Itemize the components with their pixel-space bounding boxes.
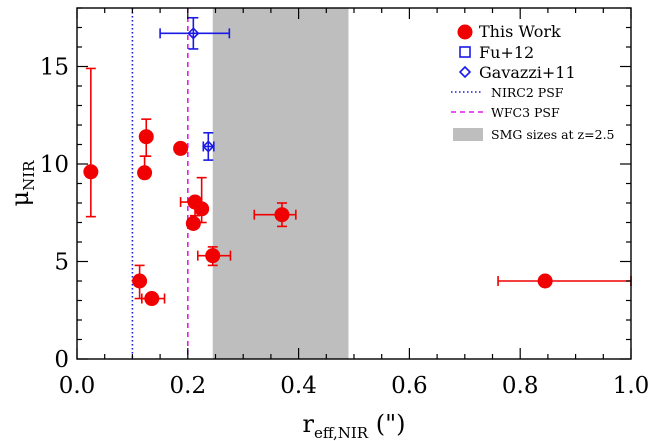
x-axis-title-subscript: eff,NIR [314, 424, 369, 441]
shaded-region-layer [212, 8, 349, 359]
x-axis-title-unit: (") [368, 410, 405, 438]
legend-swatch-fu12 [459, 46, 471, 58]
data-point-this-work [194, 201, 210, 217]
smg-size-band [212, 8, 349, 359]
legend-label: NIRC2 PSF [491, 85, 564, 100]
legend-swatch-gavazzi11 [458, 65, 472, 79]
y-tick-label: 0 [54, 347, 69, 373]
legend-label: This Work [479, 22, 561, 41]
markers-layer [83, 27, 553, 307]
y-axis-title-main: μ [6, 191, 34, 207]
x-tick-label: 0.4 [280, 373, 317, 399]
legend-label: Gavazzi+11 [479, 63, 576, 82]
x-tick-label: 1.0 [613, 373, 650, 399]
data-point-this-work [185, 215, 201, 231]
y-axis-title: μNIR [6, 160, 38, 207]
data-point-this-work [144, 291, 160, 307]
x-tick-label: 0.0 [59, 373, 96, 399]
x-tick-label: 0.6 [391, 373, 428, 399]
data-point-this-work [132, 273, 148, 289]
data-point-gavazzi11 [187, 27, 200, 40]
plot-frame [76, 7, 632, 360]
y-tick-label: 15 [40, 55, 69, 81]
x-axis-title-main: r [302, 410, 314, 438]
data-point-this-work [205, 248, 221, 264]
x-tick-label: 0.2 [170, 373, 207, 399]
x-axis-title: reff,NIR (") [302, 410, 405, 441]
legend-label: SMG sizes at z=2.5 [491, 127, 615, 142]
data-point-gavazzi11 [202, 140, 215, 153]
legend-label: Fu+12 [479, 43, 534, 62]
error-bars-layer [85, 16, 632, 304]
data-point-this-work [138, 129, 154, 145]
x-tick-label: 0.8 [502, 373, 539, 399]
y-axis-title-subscript: NIR [20, 160, 38, 191]
legend-swatch-smg-sizes [453, 128, 483, 141]
reference-lines-layer [131, 8, 189, 359]
y-tick-label: 5 [54, 250, 69, 276]
legend-swatch-this-work [457, 24, 473, 40]
data-point-this-work [173, 140, 189, 156]
axes-frame [76, 7, 632, 360]
data-point-this-work [137, 165, 153, 181]
data-point-this-work [83, 164, 99, 180]
legend-label: WFC3 PSF [491, 105, 560, 120]
ticks-layer: 0.0 0.2 0.4 0.6 0.8 1.0 0 5 10 15 [40, 7, 650, 399]
data-point-this-work [274, 207, 290, 223]
data-point-this-work [537, 273, 553, 289]
y-tick-label: 10 [40, 152, 69, 178]
